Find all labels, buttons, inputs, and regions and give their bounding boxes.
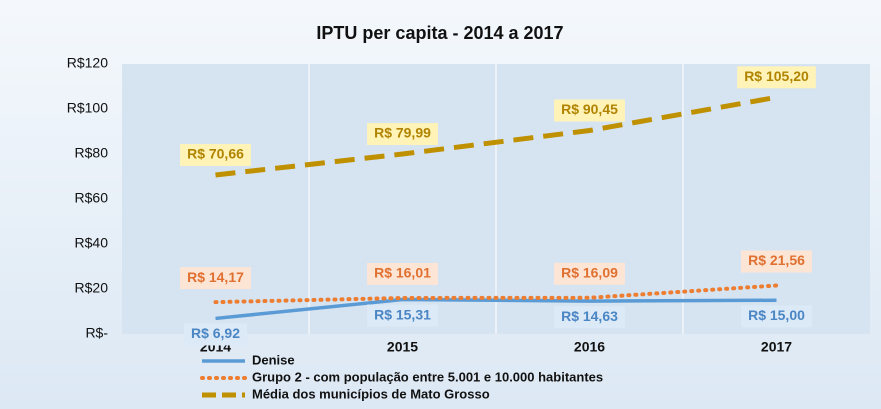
data-label: R$ 21,56 xyxy=(741,250,812,273)
chart-title: IPTU per capita - 2014 a 2017 xyxy=(316,23,563,43)
data-label-box xyxy=(737,66,816,89)
data-label-text: R$ 21,56 xyxy=(748,252,805,268)
data-label: R$ 16,09 xyxy=(554,262,625,285)
y-tick-label: R$120 xyxy=(67,55,108,71)
data-label: R$ 70,66 xyxy=(180,144,251,167)
data-label: R$ 105,20 xyxy=(737,66,816,89)
data-label: R$ 6,92 xyxy=(183,323,248,346)
y-tick-label: R$40 xyxy=(75,235,109,251)
data-label-text: R$ 16,01 xyxy=(374,265,431,281)
y-tick-label: R$20 xyxy=(75,280,109,296)
data-label: R$ 15,00 xyxy=(741,305,812,328)
data-label-text: R$ 14,63 xyxy=(561,308,618,324)
data-label-box xyxy=(554,99,625,122)
data-label: R$ 15,31 xyxy=(367,304,438,327)
data-label-box xyxy=(741,305,812,328)
data-label-text: R$ 105,20 xyxy=(744,68,809,84)
data-label-box xyxy=(367,304,438,327)
legend-label: Denise xyxy=(252,352,295,367)
data-label-text: R$ 15,31 xyxy=(374,306,431,322)
x-tick-label: 2017 xyxy=(761,339,792,355)
data-label: R$ 14,17 xyxy=(180,267,251,290)
data-label: R$ 79,99 xyxy=(367,123,438,146)
series-line xyxy=(215,94,777,178)
data-label: R$ 16,01 xyxy=(367,262,438,285)
data-label-text: R$ 90,45 xyxy=(561,101,618,117)
y-tick-label: R$80 xyxy=(75,145,109,161)
series-line xyxy=(213,283,779,305)
data-label: R$ 14,63 xyxy=(554,306,625,329)
y-tick-label: R$60 xyxy=(75,190,109,206)
data-label-box xyxy=(367,262,438,285)
y-tick-label: R$100 xyxy=(67,100,108,116)
data-label-text: R$ 15,00 xyxy=(748,307,805,323)
data-label-text: R$ 79,99 xyxy=(374,125,431,141)
data-label-text: R$ 14,17 xyxy=(187,269,244,285)
data-label-box xyxy=(554,262,625,285)
data-label: R$ 90,45 xyxy=(554,99,625,122)
data-label-box xyxy=(180,267,251,290)
data-label-text: R$ 6,92 xyxy=(191,325,240,341)
x-tick-label: 2015 xyxy=(387,339,418,355)
legend-label: Média dos municípios de Mato Grosso xyxy=(252,386,490,401)
data-label-text: R$ 70,66 xyxy=(187,146,244,162)
x-tick-label: 2016 xyxy=(574,339,605,355)
legend-label: Grupo 2 - com população entre 5.001 e 10… xyxy=(252,369,603,384)
data-label-text: R$ 16,09 xyxy=(561,265,618,281)
data-label-box xyxy=(554,306,625,329)
y-tick-label: R$- xyxy=(85,325,108,341)
data-label-box xyxy=(180,144,251,167)
data-label-box xyxy=(183,323,248,346)
series-line xyxy=(215,297,777,321)
data-label-box xyxy=(367,123,438,146)
data-label-box xyxy=(741,250,812,273)
